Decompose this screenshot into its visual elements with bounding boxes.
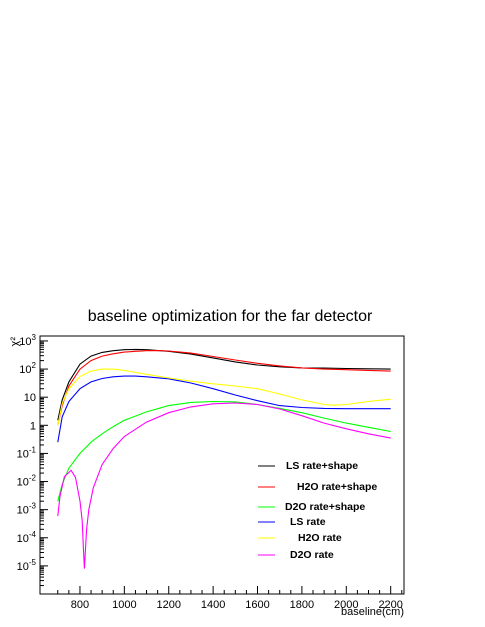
y-axis-title: χ²: [9, 337, 21, 347]
x-tick-label: 2000: [334, 599, 358, 611]
x-tick-label: 1400: [201, 599, 225, 611]
y-tick-label: 10-3: [17, 502, 37, 517]
series-line-1: [57, 350, 391, 426]
legend-label-4: H2O rate: [298, 532, 342, 544]
x-tick-label: 800: [71, 599, 89, 611]
y-tick-label: 1: [30, 420, 36, 432]
y-tick-label: 10-1: [17, 445, 37, 460]
y-tick-label: 103: [19, 333, 36, 348]
y-tick-label: 10-2: [17, 474, 37, 489]
x-tick-label: 1200: [156, 599, 180, 611]
legend-label-0: LS rate+shape: [286, 460, 358, 472]
x-axis: 800 1000 1200 1400 1600 1800 2000 2200: [57, 586, 403, 611]
y-tick-label: 10-5: [17, 558, 37, 573]
legend-label-3: LS rate: [290, 516, 326, 528]
chart-title: baseline optimization for the far detect…: [88, 308, 373, 325]
x-tick-label: 1000: [112, 599, 136, 611]
legend-label-1: H2O rate+shape: [297, 481, 377, 493]
x-tick-label: 1800: [290, 599, 314, 611]
legend-label-5: D2O rate: [290, 549, 334, 561]
series-line-2: [57, 400, 391, 502]
legend-label-2: D2O rate+shape: [285, 501, 365, 513]
series-layer: [57, 348, 391, 569]
x-tick-label: 2200: [378, 599, 402, 611]
y-tick-label: 10-4: [17, 530, 37, 545]
x-axis-title: baseline(cm): [341, 606, 404, 618]
y-tick-label: 102: [19, 361, 36, 376]
series-line-3: [57, 375, 391, 443]
y-tick-label: 10: [24, 392, 36, 404]
series-line-4: [57, 368, 391, 426]
legend: LS rate+shape H2O rate+shape D2O rate+shap…: [258, 460, 377, 561]
x-tick-label: 1600: [245, 599, 269, 611]
series-line-5: [57, 402, 391, 569]
